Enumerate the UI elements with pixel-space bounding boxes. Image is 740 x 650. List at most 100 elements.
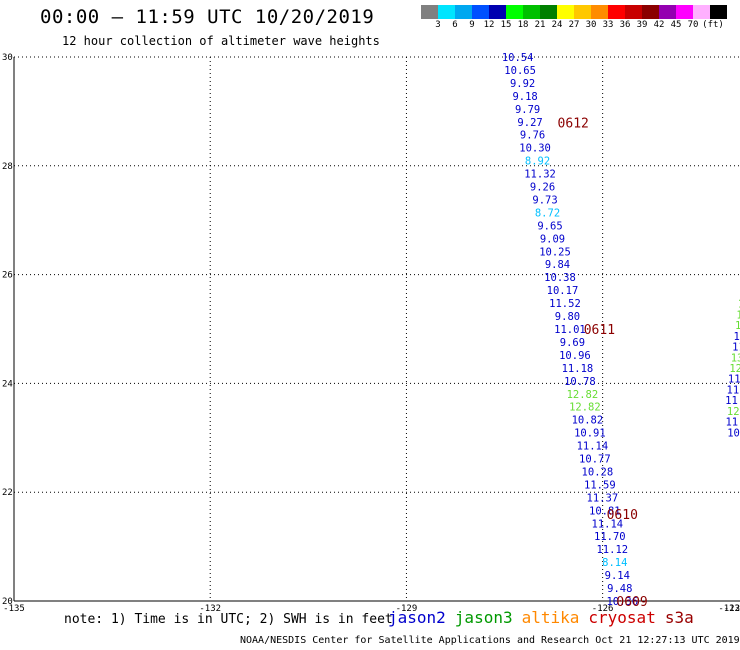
scale-swatch bbox=[438, 5, 455, 19]
scale-swatch bbox=[540, 5, 557, 19]
wave-height-label: 10.82 bbox=[572, 415, 604, 427]
x-tick-label: -135 bbox=[3, 604, 25, 614]
wave-height-label: 11.70 bbox=[594, 531, 626, 543]
scale-label: 9 bbox=[469, 20, 475, 30]
wave-height-label: 10. bbox=[727, 427, 740, 439]
wave-height-label: 11.18 bbox=[562, 363, 594, 375]
wave-height-label: 9.76 bbox=[520, 130, 545, 142]
scale-label: 27 bbox=[568, 20, 580, 30]
wave-height-label: 9.48 bbox=[607, 583, 632, 595]
wave-height-label: 12.82 bbox=[569, 402, 601, 414]
scale-swatch bbox=[421, 5, 438, 19]
wave-height-label: 9.92 bbox=[510, 78, 535, 90]
wave-height-label: 8.14 bbox=[602, 557, 627, 569]
y-tick-label: 26 bbox=[2, 271, 13, 281]
wave-height-label: 11.12 bbox=[596, 544, 628, 556]
y-tick-label: 24 bbox=[2, 379, 13, 389]
scale-swatch bbox=[710, 5, 727, 19]
wave-height-label: 11.87 bbox=[734, 331, 740, 343]
scale-label: 39 bbox=[636, 20, 648, 30]
time-label: 0611 bbox=[584, 323, 615, 338]
legend-altika: altika bbox=[521, 608, 580, 627]
chart-title: 00:00 – 11:59 UTC 10/20/2019 bbox=[40, 6, 375, 28]
wave-height-label: 10.17 bbox=[547, 285, 579, 297]
color-scale-swatches bbox=[421, 5, 727, 19]
wave-height-label: 11.7 bbox=[725, 417, 740, 429]
scale-label: 15 bbox=[500, 20, 512, 30]
y-tick-label: 30 bbox=[2, 53, 13, 63]
time-label: 0610 bbox=[607, 508, 638, 523]
y-tick-label: 20 bbox=[2, 597, 13, 607]
wave-height-label: 12.0 bbox=[727, 406, 740, 418]
wave-height-label: 11.14 bbox=[577, 441, 609, 453]
wave-height-label: 10.30 bbox=[519, 143, 551, 155]
wave-height-label: 9.80 bbox=[555, 311, 580, 323]
scale-label: 24 bbox=[551, 20, 563, 30]
wave-height-label: 9.14 bbox=[605, 570, 630, 582]
wave-height-label: 10.81 bbox=[589, 505, 621, 517]
wave-height-label: 9.27 bbox=[517, 117, 542, 129]
wave-height-label: 11.32 bbox=[524, 169, 556, 181]
scale-swatch bbox=[455, 5, 472, 19]
scale-swatch bbox=[659, 5, 676, 19]
time-label: 0612 bbox=[558, 116, 589, 131]
wave-height-label: 11.52 bbox=[549, 298, 581, 310]
wave-height-label: 10.38 bbox=[544, 272, 576, 284]
wave-height-label: 9.26 bbox=[530, 182, 555, 194]
wave-height-label: 12.19 bbox=[738, 299, 740, 311]
scale-label: 3 bbox=[435, 20, 441, 30]
scale-label: 33 bbox=[602, 20, 614, 30]
y-tick-label: 22 bbox=[2, 488, 13, 498]
scale-label: 36 bbox=[619, 20, 631, 30]
legend-cryosat: cryosat bbox=[588, 608, 656, 627]
scale-label: 18 bbox=[517, 20, 529, 30]
scale-label: 45 bbox=[670, 20, 682, 30]
wave-height-label: 11.01 bbox=[554, 324, 586, 336]
wave-height-label: 10.36 bbox=[606, 596, 638, 608]
wave-height-label: 11.63 bbox=[727, 384, 740, 396]
wave-height-label: 10.28 bbox=[582, 466, 614, 478]
scale-label: 6 bbox=[452, 20, 458, 30]
wave-height-label: 11.59 bbox=[584, 479, 616, 491]
legend-s3a: s3a bbox=[664, 608, 694, 627]
wave-height-label: 11.14 bbox=[592, 518, 624, 530]
chart-subtitle: 12 hour collection of altimeter wave hei… bbox=[62, 34, 380, 48]
scale-swatch bbox=[608, 5, 625, 19]
wave-height-label: 9.09 bbox=[540, 233, 565, 245]
x-tick-label: -132 bbox=[199, 604, 221, 614]
wave-height-label: 10.96 bbox=[559, 350, 591, 362]
color-scale-labels: 3 6 9 12 15 18 21 24 27 30 33 36 39 42 45 70 (ft) bbox=[421, 19, 727, 31]
satellite-legend: jason2 jason3 altika cryosat s3a bbox=[388, 608, 703, 627]
scale-swatch bbox=[625, 5, 642, 19]
scale-swatch bbox=[676, 5, 693, 19]
wave-height-label: 8.92 bbox=[525, 156, 550, 168]
footer-credits: NOAA/NESDIS Center for Satellite Applica… bbox=[240, 635, 740, 646]
wave-height-label: 12.82 bbox=[567, 389, 599, 401]
scale-label: 42 bbox=[653, 20, 665, 30]
wave-height-label: 10.78 bbox=[564, 376, 596, 388]
wave-height-label: 10.77 bbox=[579, 454, 611, 466]
wave-height-label: 9.73 bbox=[532, 194, 557, 206]
wave-height-label: 9.65 bbox=[537, 220, 562, 232]
wave-height-label: 9.79 bbox=[515, 104, 540, 116]
wave-height-label: 11.37 bbox=[587, 492, 619, 504]
footer-note: note: 1) Time is in UTC; 2) SWH is in fe… bbox=[64, 612, 393, 627]
x-tick-label: -126 bbox=[592, 604, 614, 614]
wave-height-color-scale: 3 6 9 12 15 18 21 24 27 30 33 36 39 42 45 70 (ft) bbox=[421, 5, 727, 31]
scale-swatch bbox=[523, 5, 540, 19]
wave-height-label: 8.72 bbox=[535, 207, 560, 219]
wave-height-label: 11.84 bbox=[725, 395, 740, 407]
scale-label: 21 bbox=[534, 20, 546, 30]
scale-swatch bbox=[557, 5, 574, 19]
scale-swatch bbox=[489, 5, 506, 19]
wave-height-label: 10.54 bbox=[502, 52, 534, 64]
wave-height-label: 9.84 bbox=[545, 259, 570, 271]
wave-height-label: 10.65 bbox=[504, 65, 536, 77]
wave-height-label: 12.72 bbox=[735, 320, 740, 332]
wave-height-label: 13.24 bbox=[731, 352, 740, 364]
scale-label: 30 bbox=[585, 20, 597, 30]
wave-height-label: 10.25 bbox=[539, 246, 571, 258]
scale-label: 70 bbox=[687, 20, 699, 30]
scale-label: (ft) bbox=[702, 20, 724, 30]
time-label: 0609 bbox=[616, 595, 647, 610]
